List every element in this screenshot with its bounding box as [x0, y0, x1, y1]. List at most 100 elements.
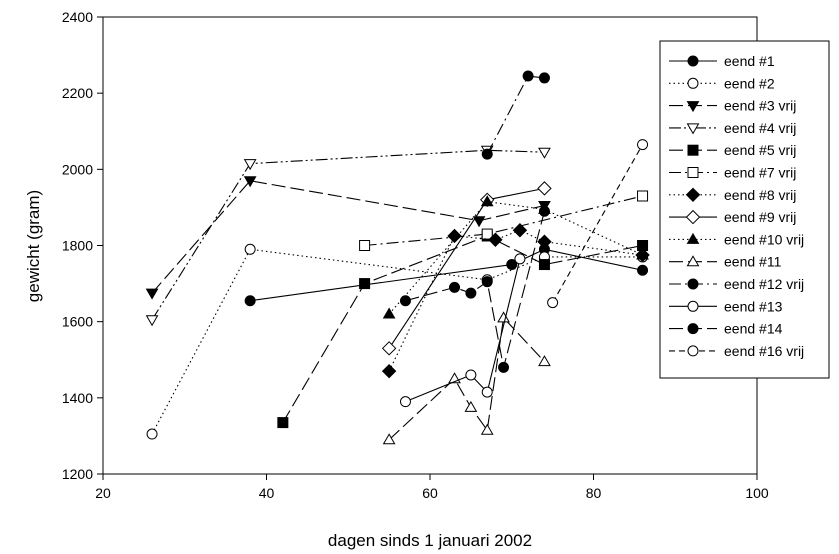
legend-marker — [687, 300, 699, 312]
legend-marker — [686, 232, 700, 244]
data-point — [637, 190, 649, 202]
y-axis-label: gewicht (gram) — [24, 190, 43, 302]
data-point — [537, 234, 552, 249]
series-line — [151, 248, 643, 435]
data-point — [145, 288, 159, 300]
x-tick-label: 40 — [259, 485, 275, 501]
x-tick-label: 80 — [586, 485, 602, 501]
data-point — [447, 228, 462, 244]
data-point — [399, 295, 411, 307]
x-axis-label: dagen sinds 1 januari 2002 — [328, 531, 532, 550]
legend-label: eend #2 — [724, 75, 775, 91]
legend-label: eend #7 vrij — [724, 165, 796, 181]
legend-marker — [685, 209, 701, 225]
plot-area — [102, 16, 758, 475]
data-point — [146, 428, 158, 440]
data-point — [637, 264, 649, 276]
y-tick-label: 2200 — [62, 85, 93, 101]
legend-item: eend #12 vrij — [669, 276, 804, 292]
legend-marker — [686, 123, 700, 135]
data-point — [465, 369, 477, 381]
series-2 — [146, 243, 649, 440]
legend-label: eend #3 vrij — [724, 98, 796, 114]
data-point — [497, 311, 510, 323]
data-point — [277, 417, 289, 429]
legend-marker — [687, 323, 699, 335]
series-line — [388, 229, 643, 372]
data-point — [514, 253, 526, 265]
series-7 — [381, 223, 650, 379]
data-point — [636, 248, 649, 260]
data-point — [512, 223, 528, 238]
y-axis: 1200 1400 1600 1800 2000 2200 2400 — [62, 9, 103, 482]
y-tick-label: 1400 — [62, 390, 93, 406]
data-point — [547, 297, 559, 309]
series-line — [250, 248, 643, 302]
legend-box — [659, 40, 830, 379]
legend-label: eend #10 vrij — [724, 231, 804, 247]
data-point — [538, 355, 551, 367]
data-point — [381, 341, 397, 356]
x-tick-label: 100 — [745, 485, 769, 501]
legend-marker — [687, 278, 699, 290]
legend-marker — [687, 345, 699, 357]
legend-label: eend #5 vrij — [724, 142, 796, 158]
data-point — [538, 147, 551, 159]
series-line — [151, 149, 545, 321]
legend-marker — [687, 167, 699, 178]
legend-item: eend #1 — [669, 53, 775, 69]
legend-label: eend #13 — [724, 298, 783, 314]
legend-label: eend #16 vrij — [724, 343, 804, 359]
y-tick-label: 2400 — [62, 9, 93, 25]
y-tick-label: 1600 — [62, 314, 93, 330]
series-line — [405, 211, 545, 368]
series-14 — [547, 139, 649, 309]
series-10 — [382, 311, 551, 445]
data-point — [243, 176, 257, 188]
data-point — [538, 72, 550, 84]
legend-label: eend #9 vrij — [724, 209, 796, 225]
data-point — [506, 259, 518, 271]
y-tick-label: 1200 — [62, 466, 93, 482]
series-line — [282, 235, 643, 423]
x-tick-label: 20 — [95, 485, 111, 501]
data-point — [481, 276, 493, 288]
legend-items: eend #1 eend #2 eend #3 vrij eend #4 vrij ee… — [669, 53, 804, 359]
series-layer — [145, 70, 650, 445]
data-point — [449, 281, 461, 293]
legend-item: eend #8 vrij — [669, 187, 796, 203]
data-point — [480, 423, 494, 435]
series-12 — [399, 253, 526, 408]
series-13 — [399, 205, 550, 373]
legend-item: eend #5 vrij — [669, 142, 796, 158]
legend: eend #1 eend #2 eend #3 vrij eend #4 vrij ee… — [659, 40, 830, 379]
data-point — [464, 400, 478, 412]
data-point — [359, 278, 371, 290]
legend-label: eend #4 vrij — [724, 120, 796, 136]
data-point — [538, 259, 550, 271]
legend-marker — [685, 187, 701, 203]
y-tick-label: 1800 — [62, 238, 93, 254]
plot-frame — [102, 16, 758, 475]
x-axis: 20 40 60 80 100 — [95, 474, 769, 501]
series-line — [486, 75, 545, 155]
legend-item: eend #7 vrij — [669, 165, 796, 181]
legend-marker — [687, 144, 699, 156]
data-point — [481, 386, 493, 398]
legend-marker — [686, 101, 700, 113]
data-point — [381, 363, 397, 379]
data-point — [244, 295, 256, 307]
legend-label: eend #8 vrij — [724, 187, 796, 203]
x-tick-label: 60 — [422, 485, 438, 501]
data-point — [488, 232, 503, 247]
data-point — [399, 396, 411, 408]
legend-item: eend #4 vrij — [669, 120, 796, 136]
legend-marker — [687, 77, 699, 89]
legend-marker — [686, 255, 700, 267]
data-point — [243, 159, 257, 171]
legend-item: eend #10 vrij — [669, 231, 804, 247]
data-point — [465, 287, 477, 299]
legend-item: eend #16 vrij — [669, 343, 804, 359]
data-point — [244, 243, 256, 255]
